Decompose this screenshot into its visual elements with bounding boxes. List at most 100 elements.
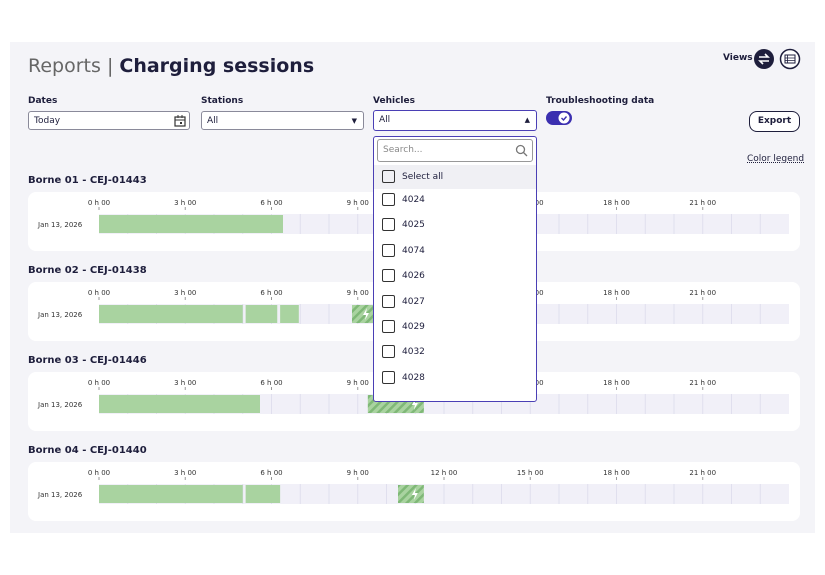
dates-value: Today [34, 116, 61, 126]
lightning-icon [363, 308, 369, 320]
dropdown-option[interactable]: 4029 [374, 315, 536, 339]
borne-title: Borne 04 - CEJ-01440 [28, 445, 147, 456]
stations-select[interactable]: All ▼ [201, 111, 364, 130]
time-tick-label: 3 h 00 [174, 469, 196, 477]
stations-value: All [207, 116, 219, 126]
search-icon [515, 144, 528, 157]
time-tick-label: 21 h 00 [689, 289, 716, 297]
time-tick-label: 21 h 00 [689, 199, 716, 207]
charging-session [245, 305, 278, 323]
export-button[interactable]: Export [749, 111, 800, 132]
time-tick-label: 0 h 00 [88, 199, 110, 207]
time-tick-label: 6 h 00 [260, 199, 282, 207]
time-tick-label: 18 h 00 [603, 199, 630, 207]
session-date: Jan 13, 2026 [37, 401, 83, 409]
charging-session [99, 305, 243, 323]
checkbox [382, 193, 395, 206]
time-tick-label: 6 h 00 [260, 469, 282, 477]
time-tick-label: 9 h 00 [347, 469, 369, 477]
checkbox [382, 243, 395, 257]
charging-session [99, 395, 260, 413]
checkbox [382, 170, 395, 183]
option-label: 4026 [402, 271, 425, 282]
checkbox [382, 345, 395, 359]
toggle-knob [558, 112, 570, 124]
vehicles-label: Vehicles [373, 96, 415, 106]
time-tick-label: 0 h 00 [88, 379, 110, 387]
time-tick-label: 9 h 00 [347, 289, 369, 297]
troubleshooting-session [352, 305, 375, 323]
title-prefix: Reports [28, 55, 101, 77]
view-icons[interactable] [753, 48, 803, 70]
time-tick-label: 15 h 00 [517, 469, 544, 477]
time-tick-label: 3 h 00 [174, 199, 196, 207]
dropdown-option[interactable]: 4024 [374, 188, 536, 212]
dropdown-option[interactable]: 4025 [374, 213, 536, 237]
calendar-icon [174, 115, 186, 127]
charging-session [99, 215, 283, 233]
dropdown-option[interactable]: 4027 [374, 290, 536, 314]
option-label: 4024 [402, 195, 425, 205]
time-tick-label: 6 h 00 [260, 379, 282, 387]
dropdown-option[interactable]: 4032 [374, 340, 536, 364]
vehicles-select[interactable]: All ▲ [373, 110, 537, 131]
troubleshooting-session [398, 485, 424, 503]
vehicles-value: All [379, 115, 391, 125]
time-tick-label: 0 h 00 [88, 289, 110, 297]
color-legend-link[interactable]: Color legend [747, 154, 805, 164]
lightning-icon [411, 398, 418, 410]
borne-title: Borne 03 - CEJ-01446 [28, 355, 147, 366]
option-label: 4025 [402, 220, 425, 231]
time-tick-label: 3 h 00 [174, 379, 196, 387]
checkbox [382, 370, 395, 384]
option-label: 4027 [402, 296, 425, 307]
toggle-check [561, 116, 568, 122]
time-tick-label: 12 h 00 [431, 469, 458, 477]
time-tick-label: 9 h 00 [347, 379, 369, 387]
charging-session [245, 485, 281, 503]
time-tick-label: 0 h 00 [88, 469, 110, 477]
time-tick-label: 21 h 00 [689, 379, 716, 387]
time-tick-label: 6 h 00 [260, 289, 282, 297]
option-label: 4028 [402, 372, 425, 383]
option-label: 4074 [402, 245, 425, 256]
charging-session [99, 485, 243, 503]
troubleshooting-toggle[interactable] [546, 110, 574, 126]
checkbox [382, 218, 395, 232]
stations-label: Stations [201, 96, 244, 106]
time-tick-label: 21 h 00 [689, 469, 716, 477]
option-label: 4029 [402, 322, 425, 332]
search-placeholder: Search... [383, 145, 423, 155]
session-date: Jan 13, 2026 [37, 491, 83, 499]
views-label: Views [723, 53, 753, 63]
checkbox [382, 269, 395, 283]
title-separator: | [106, 55, 114, 77]
lightning-icon [411, 488, 418, 500]
dates-label: Dates [28, 96, 58, 106]
page-title: Reports | Charging sessions [28, 55, 314, 77]
option-label: Select all [402, 172, 444, 182]
dropdown-option[interactable]: 4028 [374, 366, 536, 390]
session-date: Jan 13, 2026 [37, 311, 83, 319]
time-tick-label: 18 h 00 [603, 379, 630, 387]
option-label: 4032 [402, 347, 425, 358]
dates-input[interactable]: Today [28, 111, 190, 130]
charging-session [280, 305, 299, 323]
dropdown-option[interactable]: 4026 [374, 264, 536, 288]
vehicles-dropdown: Search... Select all 4024 4025 4074 4026 4027… [373, 136, 537, 402]
search-input[interactable]: Search... [377, 139, 533, 162]
dropdown-option[interactable]: 4074 [374, 239, 536, 263]
borne-title: Borne 02 - CEJ-01438 [28, 265, 147, 276]
time-tick-label: 18 h 00 [603, 289, 630, 297]
time-tick-label: 3 h 00 [174, 289, 196, 297]
checkbox [382, 294, 395, 308]
troubleshooting-label: Troubleshooting data [546, 96, 655, 106]
checkbox [382, 320, 395, 333]
time-tick-label: 9 h 00 [347, 199, 369, 207]
session-date: Jan 13, 2026 [37, 221, 83, 229]
title: Charging sessions [119, 55, 315, 77]
dropdown-option[interactable]: Select all [374, 165, 536, 189]
time-tick-label: 18 h 00 [603, 469, 630, 477]
borne-title: Borne 01 - CEJ-01443 [28, 175, 147, 186]
